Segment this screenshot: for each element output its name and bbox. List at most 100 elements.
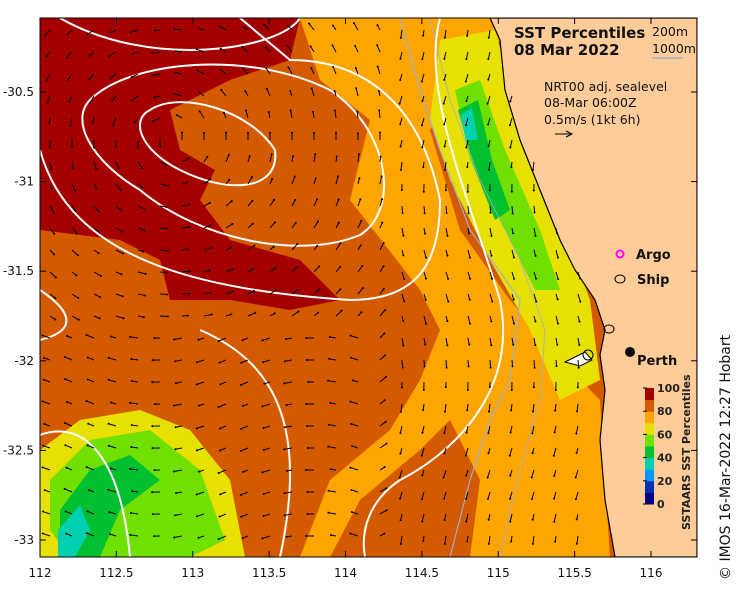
current-arrow bbox=[265, 46, 271, 53]
current-arrowhead bbox=[219, 47, 222, 50]
current-arrow bbox=[334, 110, 337, 119]
current-arrowhead bbox=[120, 230, 123, 233]
current-arrowhead bbox=[242, 470, 245, 473]
current-arrow bbox=[42, 511, 51, 515]
current-arrow bbox=[241, 359, 249, 364]
current-arrowhead bbox=[228, 178, 231, 181]
current-arrowhead bbox=[174, 382, 177, 385]
current-arrow bbox=[510, 403, 513, 411]
current-arrowhead bbox=[465, 497, 468, 500]
current-arrow bbox=[555, 359, 558, 367]
current-arrowhead bbox=[241, 45, 244, 48]
current-arrow bbox=[115, 315, 124, 319]
current-scale: 0.5m/s (1kt 6h) bbox=[544, 112, 640, 127]
current-arrowhead bbox=[41, 400, 44, 403]
current-arrowhead bbox=[332, 65, 335, 68]
current-arrowhead bbox=[510, 388, 513, 391]
current-arrow bbox=[353, 22, 359, 31]
current-arrowhead bbox=[401, 211, 404, 214]
current-arrowhead bbox=[554, 409, 557, 412]
current-arrowhead bbox=[402, 344, 405, 347]
current-arrow bbox=[175, 359, 183, 362]
current-arrow bbox=[93, 205, 100, 213]
current-arrow bbox=[87, 510, 95, 515]
current-arrowhead bbox=[187, 157, 190, 160]
current-arrow bbox=[399, 51, 403, 59]
current-arrow bbox=[533, 227, 536, 236]
current-arrowhead bbox=[510, 190, 513, 193]
current-arrow bbox=[44, 29, 51, 37]
current-arrow bbox=[247, 268, 254, 273]
isobath-200m-label: 200m bbox=[652, 24, 688, 39]
current-arrow bbox=[66, 533, 73, 537]
current-arrowhead bbox=[489, 366, 492, 369]
current-arrowhead bbox=[385, 487, 388, 490]
current-arrow bbox=[174, 469, 183, 473]
current-arrow bbox=[203, 225, 211, 229]
argo-legend-icon bbox=[615, 249, 625, 259]
current-arrow bbox=[533, 249, 537, 257]
current-arrowhead bbox=[98, 210, 101, 213]
current-arrowhead bbox=[85, 532, 88, 535]
current-arrowhead bbox=[65, 466, 68, 469]
current-arrow bbox=[86, 466, 95, 471]
current-arrowhead bbox=[46, 102, 49, 105]
current-arrowhead bbox=[195, 383, 198, 386]
current-arrow bbox=[203, 314, 212, 317]
current-arrowhead bbox=[443, 36, 446, 39]
current-arrowhead bbox=[153, 29, 156, 32]
current-arrow bbox=[291, 311, 299, 317]
current-arrowhead bbox=[400, 386, 403, 389]
current-arrowhead bbox=[425, 277, 428, 280]
x-tick-label: 116 bbox=[640, 566, 663, 580]
current-arrowhead bbox=[181, 131, 183, 134]
current-arrowhead bbox=[185, 181, 188, 184]
current-arrowhead bbox=[75, 232, 78, 235]
current-arrowhead bbox=[443, 542, 446, 545]
current-arrowhead bbox=[423, 365, 426, 368]
current-arrow bbox=[335, 222, 340, 229]
current-arrow bbox=[511, 249, 515, 258]
current-arrow bbox=[351, 423, 359, 427]
current-arrow bbox=[291, 267, 298, 273]
current-arrow bbox=[203, 247, 212, 251]
current-arrow bbox=[240, 381, 249, 386]
current-arrowhead bbox=[109, 533, 112, 536]
current-arrow bbox=[130, 468, 139, 471]
current-arrowhead bbox=[531, 168, 534, 171]
current-arrow bbox=[335, 176, 339, 185]
current-arrowhead bbox=[466, 34, 469, 37]
current-arrow bbox=[284, 425, 293, 428]
current-arrowhead bbox=[188, 270, 191, 273]
current-arrowhead bbox=[383, 354, 386, 357]
current-arrow bbox=[351, 511, 359, 515]
current-arrow bbox=[313, 221, 319, 229]
current-arrowhead bbox=[349, 334, 352, 337]
current-arrowhead bbox=[532, 386, 535, 389]
current-arrowhead bbox=[195, 427, 198, 430]
x-tick-label: 115 bbox=[487, 566, 510, 580]
current-arrowhead bbox=[508, 124, 511, 127]
current-arrow bbox=[467, 205, 470, 214]
current-arrow bbox=[489, 337, 492, 346]
current-arrowhead bbox=[361, 264, 364, 267]
current-arrow bbox=[423, 315, 427, 324]
current-arrow bbox=[131, 446, 139, 449]
current-arrowhead bbox=[99, 296, 102, 299]
current-arrowhead bbox=[251, 199, 254, 202]
current-arrowhead bbox=[350, 511, 353, 514]
current-arrow bbox=[199, 111, 205, 119]
current-arrow bbox=[71, 161, 74, 169]
current-arrowhead bbox=[195, 449, 198, 452]
current-arrow bbox=[115, 183, 122, 191]
current-arrowhead bbox=[420, 124, 423, 127]
current-arrow bbox=[423, 205, 426, 214]
current-arrow bbox=[488, 161, 491, 170]
current-arrow bbox=[43, 445, 51, 449]
current-arrowhead bbox=[466, 166, 469, 169]
current-arrowhead bbox=[107, 444, 110, 447]
current-arrowhead bbox=[306, 425, 309, 428]
current-arrow bbox=[262, 535, 271, 539]
current-arrowhead bbox=[305, 337, 308, 340]
current-arrow bbox=[152, 73, 161, 76]
